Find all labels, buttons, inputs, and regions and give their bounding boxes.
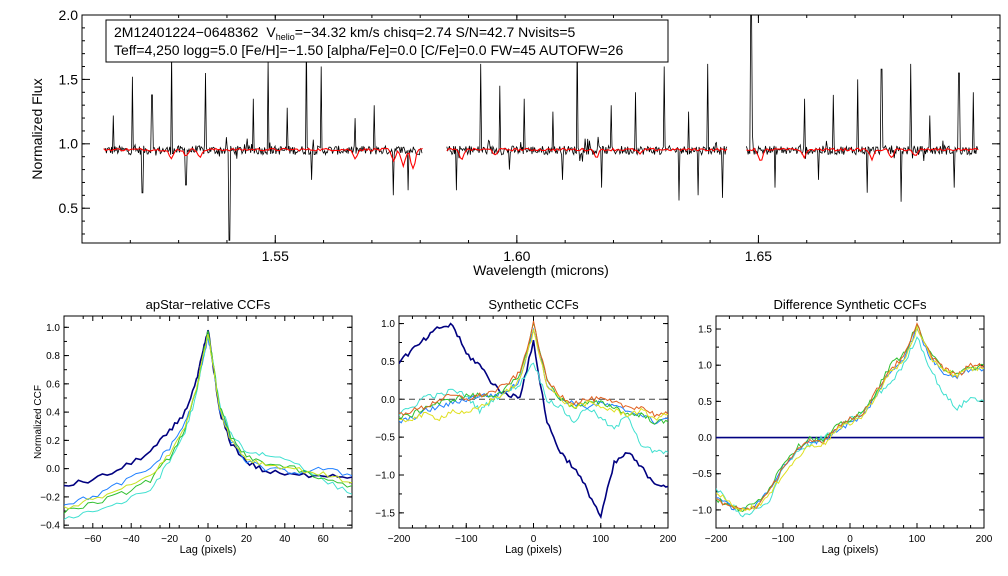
difference_ccf-xlabel: Lag (pixels) (822, 544, 879, 556)
apstar_ccf-xtick-label: 20 (241, 534, 253, 545)
apstar_ccf-xtick-label: 40 (279, 534, 291, 545)
difference_ccf-xtick-label: −200 (705, 534, 728, 545)
apstar_ccf-ytick-label: 1.0 (46, 323, 60, 334)
spectrum-stats: =−34.32 km/s chisq=2.74 S/N=42.7 Nvisits… (295, 24, 576, 40)
difference_ccf-xtick-label: 100 (909, 534, 926, 545)
synthetic_ccf-series-6 (399, 329, 668, 423)
difference_ccf-ytick-label: −1.0 (692, 505, 712, 516)
synthetic_ccf-series-2 (399, 362, 668, 455)
apstar_ccf-xtick-label: 60 (318, 534, 330, 545)
apstar_ccf-frame (63, 315, 353, 529)
apstar_ccf-ytick-label: 0.2 (46, 436, 60, 447)
apstar_ccf-series-1 (64, 329, 352, 487)
vhelio-subscript: helio (276, 32, 295, 42)
apstar_ccf-axes: −60 −40 −20 0 20 40 60 −0.4 −0.2 0.0 0.2 0.4 0.6 0.8 1… (33, 297, 353, 556)
synthetic_ccf-series-5 (399, 320, 668, 418)
apstar_ccf-xtick-label: 0 (205, 534, 211, 545)
apstar_ccf-xtick-label: −40 (123, 534, 140, 545)
difference_ccf-ytick-label: 0.5 (698, 397, 712, 408)
apstar_ccf-xtick-label: −60 (84, 534, 101, 545)
synthetic_ccf-ytick-label: 1.0 (381, 319, 395, 330)
model-spectrum-chip-2 (446, 147, 728, 161)
synthetic_ccf-ytick-label: −1.5 (375, 508, 395, 519)
observed-spectrum-chip-1 (103, 34, 423, 241)
apstar_ccf-ytick-label: 0.4 (46, 408, 60, 419)
annotation-line-1: 2M12401224−0648362 Vhelio=−34.32 km/s chi… (114, 24, 576, 42)
apstar_ccf-series-5 (64, 334, 352, 510)
synthetic_ccf-xlabel: Lag (pixels) (505, 544, 562, 556)
spectrum-ytick-label: 1.0 (59, 136, 79, 152)
difference_ccf-ytick-label: −0.5 (692, 469, 712, 480)
spectrum-xtick-label: 1.65 (745, 248, 772, 264)
apstar_ccf-series-2 (64, 337, 352, 506)
vhelio-symbol: V (266, 24, 276, 40)
difference_ccf-title: Difference Synthetic CCFs (774, 297, 927, 312)
spectrum-xtick-label: 1.60 (503, 248, 530, 264)
synthetic_ccf-xtick-label: 200 (660, 534, 677, 545)
synthetic_ccf-xtick-label: −100 (455, 534, 478, 545)
apstar_ccf-ytick-label: 0.8 (46, 351, 60, 362)
synthetic_ccf-xtick-label: 100 (592, 534, 609, 545)
synthetic_ccf-ytick-label: −0.5 (375, 433, 395, 444)
apstar_ccf-xlabel: Lag (pixels) (180, 544, 237, 556)
difference_ccf-xtick-label: 0 (847, 534, 853, 545)
difference_ccf-series-3 (716, 328, 984, 511)
difference_ccf-series-5 (716, 322, 984, 512)
synthetic_ccf-ytick-label: −1.0 (375, 471, 395, 482)
observed-spectrum-chip-3 (745, 15, 979, 202)
difference_ccf-series-2 (716, 336, 984, 518)
synthetic_ccf-frame (398, 315, 669, 529)
spectrum-ytick-label: 2.0 (59, 7, 79, 23)
synthetic_ccf-series-1 (399, 322, 668, 520)
spectrum-xlabel: Wavelength (microns) (473, 262, 609, 278)
model-spectrum-chip-1 (103, 147, 423, 170)
synthetic_ccf-ytick-label: 0.5 (381, 357, 395, 368)
difference_ccf-series-6 (716, 325, 984, 513)
difference_ccf-ytick-label: 1.0 (698, 361, 712, 372)
spectrum-xtick-label: 1.55 (262, 248, 289, 264)
apstar_ccf-ytick-label: 0.6 (46, 379, 60, 390)
observed-spectrum-chip-2 (446, 34, 728, 201)
apstar_ccf-xtick-label: −20 (161, 534, 178, 545)
synthetic_ccf-axes: −200 −100 0 100 200 −1.5 −1.0 −0.5 0.0 0.5 1.0 Synt… (375, 297, 677, 556)
apstar_ccf-series-3 (64, 334, 352, 520)
synthetic_ccf-xtick-label: 0 (531, 534, 537, 545)
apstar_ccf-series-4 (64, 330, 352, 514)
synthetic_ccf-series-3 (399, 327, 668, 425)
difference_ccf-axes: −200 −100 0 100 200 −1.0 −0.5 0.0 0.5 1.0 1.5 Diffe… (692, 297, 993, 556)
apstar_ccf-ytick-label: −0.2 (40, 492, 60, 503)
spectrum-annotation-box: 2M12401224−0648362 Vhelio=−34.32 km/s chi… (105, 19, 669, 63)
synthetic_ccf-xtick-label: −200 (388, 534, 411, 545)
star-id: 2M12401224−0648362 (114, 24, 259, 40)
difference_ccf-xtick-label: 200 (976, 534, 993, 545)
spectrum-ytick-label: 1.5 (59, 71, 79, 87)
difference_ccf-ytick-label: 0.0 (698, 433, 712, 444)
apstar_ccf-ytick-label: −0.4 (40, 521, 60, 532)
difference_ccf-ytick-label: 1.5 (698, 325, 712, 336)
synthetic_ccf-ytick-label: 0.0 (381, 395, 395, 406)
annotation-line-2: Teff=4,250 logg=5.0 [Fe/H]=−1.50 [alpha/… (114, 42, 623, 58)
apstar_ccf-ylabel: Normalized CCF (33, 385, 44, 459)
difference_ccf-xtick-label: −100 (772, 534, 795, 545)
spectrum-ylabel: Normalized Flux (29, 78, 45, 179)
synthetic_ccf-series-4 (399, 322, 668, 425)
apstar_ccf-ytick-label: 0.0 (46, 464, 60, 475)
spectrum-ytick-label: 0.5 (59, 200, 79, 216)
apstar_ccf-title: apStar−relative CCFs (146, 297, 271, 312)
model-spectrum-chip-3 (746, 147, 979, 162)
spectrum-axes: 1.55 1.60 1.65 0.5 1.0 1.5 2.0 Wavelength (micr… (29, 7, 1001, 278)
synthetic_ccf-title: Synthetic CCFs (488, 297, 579, 312)
spectrum-frame (81, 14, 1001, 244)
annotation-frame (105, 19, 669, 63)
